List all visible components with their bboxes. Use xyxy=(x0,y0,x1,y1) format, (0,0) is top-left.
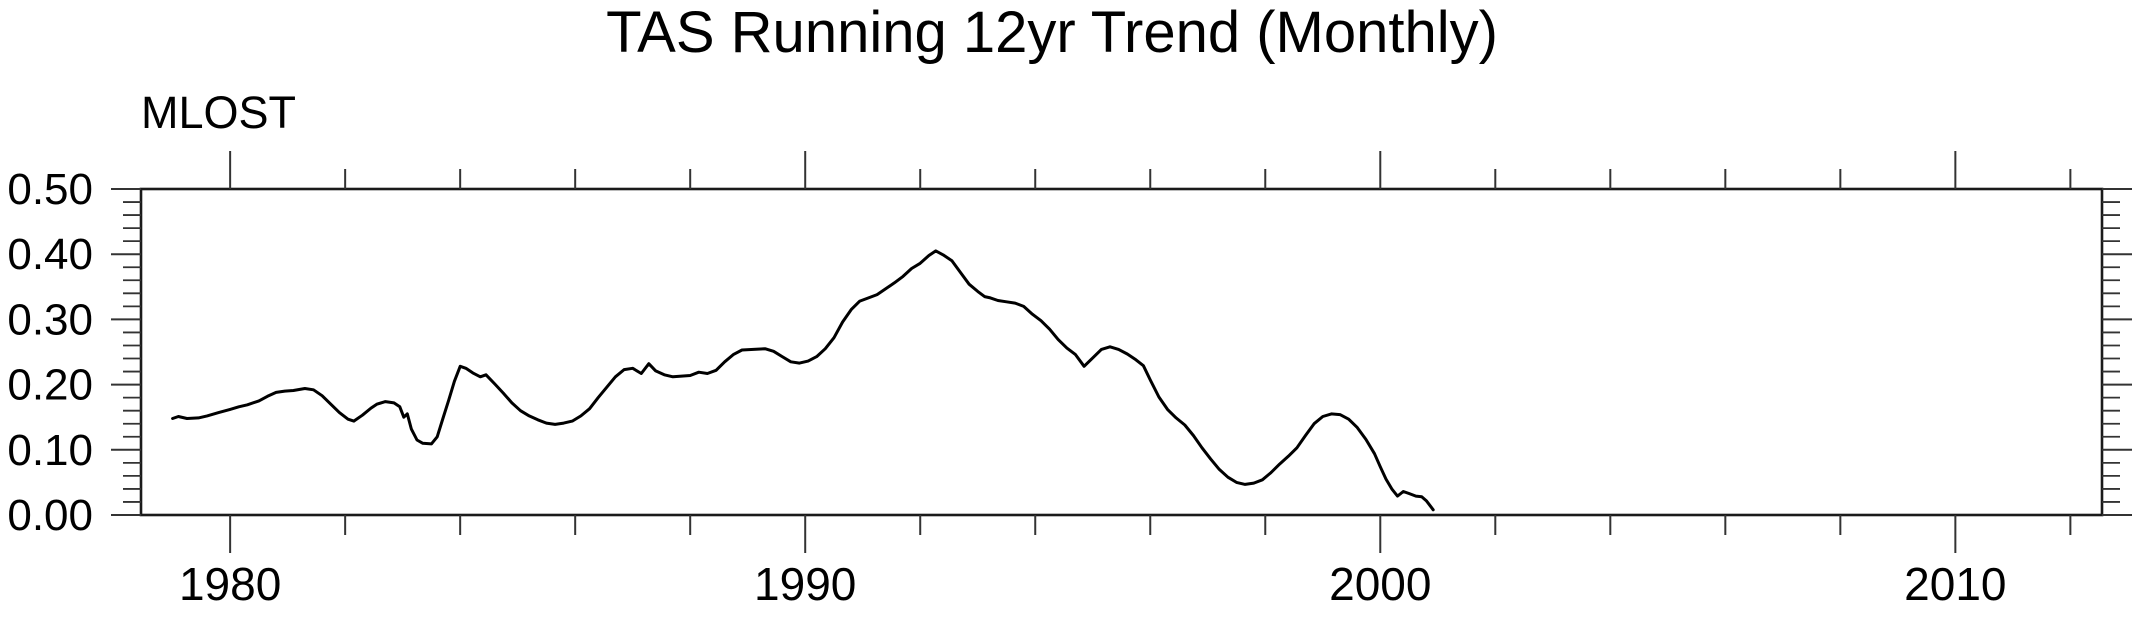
plot-frame xyxy=(139,187,2104,517)
y-tick-label: 0.40 xyxy=(7,230,93,279)
y-tick-label: 0.00 xyxy=(7,491,93,540)
chart-title: TAS Running 12yr Trend (Monthly) xyxy=(606,0,1498,65)
x-tick-label: 1990 xyxy=(754,558,856,610)
axis-labels: 1980 1990 2000 2010 0.00 0.10 0.20 0.30 0.40 0.50 xyxy=(7,165,2006,610)
trend-line-mlost xyxy=(171,249,1435,512)
x-tick-label: 2010 xyxy=(1904,558,2006,610)
x-tick-label: 2000 xyxy=(1329,558,1431,610)
y-tick-label: 0.20 xyxy=(7,361,93,410)
y-tick-label: 0.10 xyxy=(7,426,93,475)
y-tick-label: 0.50 xyxy=(7,165,93,214)
x-tick-label: 1980 xyxy=(179,558,281,610)
axes xyxy=(111,151,2132,553)
dataset-label-mlost: MLOST xyxy=(141,87,296,138)
y-tick-label: 0.30 xyxy=(7,295,93,344)
data-series-layer xyxy=(171,249,1435,512)
